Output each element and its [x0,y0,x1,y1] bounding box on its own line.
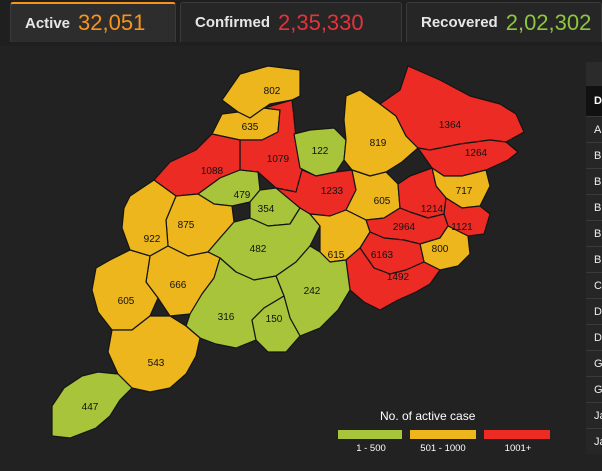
district-value-label: 447 [82,402,99,413]
district-value-label: 479 [234,190,251,201]
district-value-label: 543 [148,358,165,369]
district-table-row[interactable]: B [586,194,602,220]
district-value-label: 242 [304,286,321,297]
district-value-label: 122 [312,146,329,157]
district-value-label: 819 [370,138,387,149]
tab-recovered-value: 2,02,302 [505,9,592,35]
legend-swatch-low [338,430,402,439]
legend-swatch-mid [410,430,476,439]
district-value-label: 802 [264,86,281,97]
district-region[interactable] [91,249,159,331]
tab-active-value: 32,051 [78,10,146,35]
tab-confirmed[interactable]: Confirmed 2,35,330 [180,2,402,42]
tab-confirmed-value: 2,35,330 [278,9,364,35]
district-table-row[interactable]: B [586,246,602,272]
district-table-row[interactable]: B [586,220,602,246]
legend-label-high: 1001+ [505,443,532,454]
tab-confirmed-label: Confirmed [195,14,270,31]
district-value-label: 1233 [321,186,344,197]
district-table-header[interactable]: D [586,86,602,116]
district-value-label: 1492 [387,272,410,283]
district-table-row[interactable]: G [586,350,602,376]
district-region[interactable] [345,247,441,311]
legend-title: No. of active case [380,409,476,423]
district-value-label: 800 [432,244,449,255]
legend-swatch-high [484,430,550,439]
district-value-label: 482 [250,244,267,255]
district-value-label: 605 [374,196,391,207]
district-value-label: 2964 [393,222,416,233]
district-value-label: 6163 [371,250,394,261]
legend-label-mid: 501 - 1000 [420,443,465,454]
tab-bar: Active 32,051 Confirmed 2,35,330 Recover… [0,0,602,46]
legend-label-low: 1 - 500 [356,443,386,454]
district-table-row[interactable]: D [586,324,602,350]
district-value-label: 316 [218,312,235,323]
district-table-row[interactable]: Ja [586,428,602,454]
district-value-label: 922 [144,234,161,245]
district-value-label: 666 [170,280,187,291]
district-value-label: 354 [258,204,275,215]
district-table-row[interactable]: B [586,168,602,194]
district-value-label: 1364 [439,120,462,131]
district-value-label: 605 [118,296,135,307]
district-region[interactable] [51,371,133,439]
district-value-label: 1121 [451,222,473,233]
tab-active[interactable]: Active 32,051 [10,2,176,42]
district-table-row[interactable]: D [586,298,602,324]
district-region[interactable] [251,295,301,353]
tab-recovered-label: Recovered [421,14,498,31]
tab-active-label: Active [25,14,71,32]
district-value-label: 635 [242,122,259,133]
district-value-label: 1214 [421,204,444,215]
district-table-row[interactable]: C [586,272,602,298]
tab-recovered[interactable]: Recovered 2,02,302 [406,2,602,42]
district-table-row[interactable]: Ja [586,402,602,428]
district-value-label: 717 [456,186,473,197]
odisha-district-map: 802 635 1079 122 819 1364 1264 1088 479 354 1233 60… [51,65,550,454]
district-value-label: 1079 [267,154,290,165]
sidebar-scroll-area[interactable] [586,62,602,88]
district-value-label: 150 [266,314,283,325]
district-table-row[interactable]: G [586,376,602,402]
district-value-label: 1088 [201,166,224,177]
district-value-label: 615 [328,250,345,261]
district-value-label: 875 [178,220,195,231]
district-table-row[interactable]: A [586,116,602,142]
district-table-row[interactable]: B [586,142,602,168]
district-value-label: 1264 [465,148,488,159]
